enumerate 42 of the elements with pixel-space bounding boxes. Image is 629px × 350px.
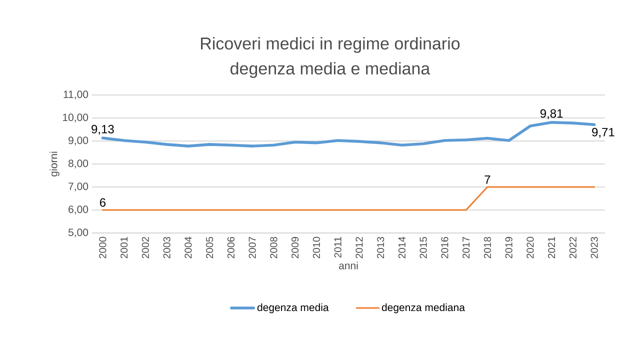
y-tick-label: 11,00 xyxy=(64,90,88,100)
data-label: 9,13 xyxy=(92,124,114,135)
x-tick-label: 2010 xyxy=(312,236,320,258)
x-tick-label: 2006 xyxy=(227,236,234,258)
x-tick-label: 2004 xyxy=(184,236,192,258)
x-tick-label: 2014 xyxy=(398,236,406,258)
legend-label: degenza mediana xyxy=(382,303,465,314)
x-tick-label: 2021 xyxy=(548,237,556,258)
x-tick-label: 2023 xyxy=(590,236,598,258)
x-tick-label: 2013 xyxy=(377,236,384,258)
y-tick-label: 5,00 xyxy=(68,228,88,238)
data-label: 9,81 xyxy=(540,109,563,120)
x-tick-label: 2005 xyxy=(206,236,214,258)
x-axis-title: anni xyxy=(339,262,358,270)
x-tick-label: 2003 xyxy=(163,236,170,258)
x-tick-label: 2000 xyxy=(99,236,106,258)
data-label: 6 xyxy=(100,198,106,207)
x-tick-label: 2017 xyxy=(462,237,470,258)
chart-title: Ricoveri medici in regime ordinario xyxy=(201,37,460,53)
x-tick-label: 2012 xyxy=(356,237,363,258)
data-label: 9,71 xyxy=(592,128,614,138)
y-tick-label: 7,00 xyxy=(68,182,88,192)
x-tick-label: 2019 xyxy=(505,236,512,258)
y-axis-title: giorni xyxy=(50,152,60,176)
y-tick-label: 9,00 xyxy=(68,136,88,146)
x-tick-label: 2020 xyxy=(526,236,534,258)
x-tick-label: 2022 xyxy=(569,237,576,258)
legend-label: degenza media xyxy=(257,303,329,314)
y-tick-label: 10,00 xyxy=(63,114,88,122)
x-tick-label: 2008 xyxy=(270,236,278,258)
x-tick-label: 2007 xyxy=(248,237,256,258)
y-tick-label: 6,00 xyxy=(68,206,88,214)
x-tick-label: 2016 xyxy=(441,236,448,258)
chart-subtitle: degenza media e mediana xyxy=(230,62,430,78)
x-tick-label: 2011 xyxy=(334,237,342,258)
x-tick-label: 2002 xyxy=(142,237,149,258)
x-tick-label: 2018 xyxy=(484,236,491,258)
x-tick-label: 2009 xyxy=(292,236,299,258)
y-tick-label: 8,00 xyxy=(68,160,88,168)
x-tick-label: 2001 xyxy=(120,237,128,258)
x-tick-label: 2015 xyxy=(420,236,427,258)
data-label: 7 xyxy=(484,176,490,184)
